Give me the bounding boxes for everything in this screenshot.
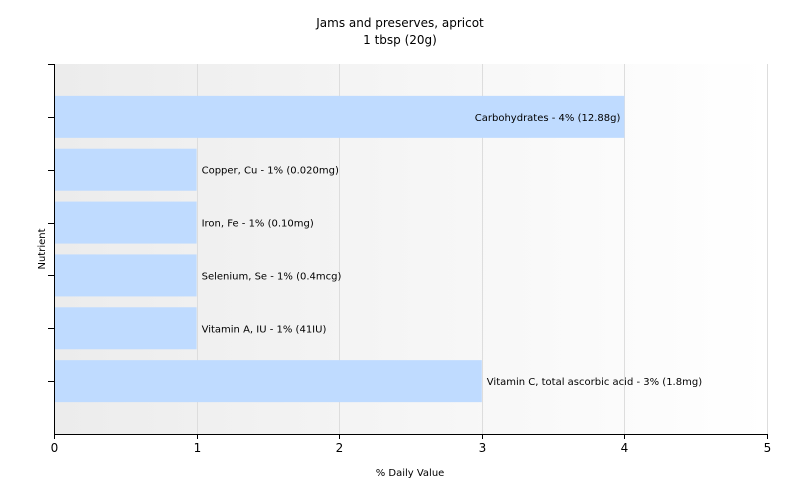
bar-label: Iron, Fe - 1% (0.10mg)	[202, 219, 314, 230]
x-tick-label: 1	[194, 441, 202, 455]
bar	[55, 307, 197, 350]
axes: 0 1 2 3 4 5	[48, 64, 771, 455]
bar	[55, 201, 197, 244]
x-axis-label: % Daily Value	[376, 468, 445, 479]
bar-label: Vitamin A, IU - 1% (41IU)	[202, 324, 327, 335]
y-axis-label: Nutrient	[37, 228, 48, 269]
x-tick-label: 2	[336, 441, 344, 455]
bar-label: Selenium, Se - 1% (0.4mcg)	[202, 271, 342, 282]
x-tick-label: 0	[51, 441, 59, 455]
x-tick-label: 4	[621, 441, 629, 455]
bar	[55, 148, 197, 191]
bar	[55, 95, 625, 138]
bar-label: Carbohydrates - 4% (12.88g)	[475, 113, 621, 124]
x-tick-label: 3	[479, 441, 487, 455]
bar-label: Vitamin C, total ascorbic acid - 3% (1.8…	[487, 377, 702, 388]
bar-label: Copper, Cu - 1% (0.020mg)	[202, 166, 339, 177]
chart-subtitle: 1 tbsp (20g)	[363, 33, 437, 47]
bar	[55, 254, 197, 297]
bar	[55, 360, 482, 403]
x-tick-label: 5	[764, 441, 772, 455]
chart-title: Jams and preserves, apricot	[315, 16, 484, 30]
bars: Carbohydrates - 4% (12.88g) Copper, Cu - …	[55, 95, 702, 403]
